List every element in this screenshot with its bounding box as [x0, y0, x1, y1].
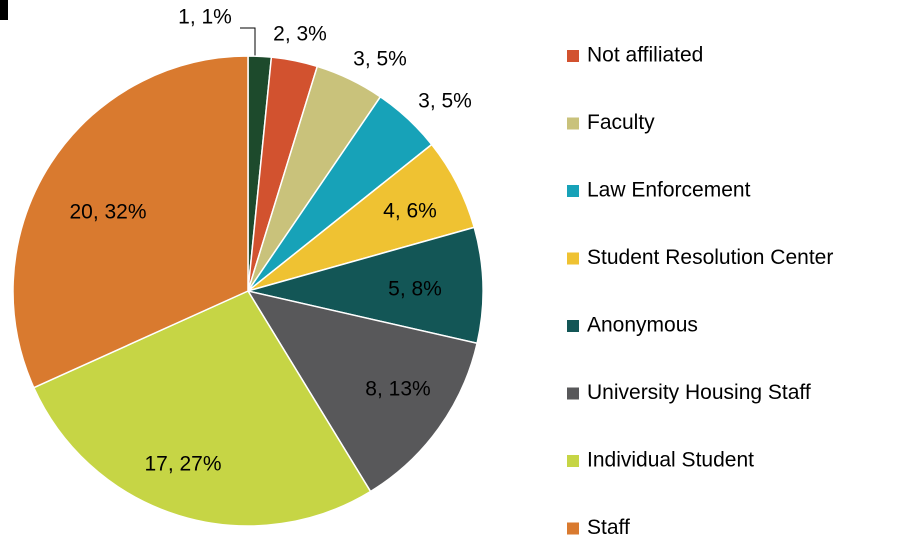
- legend-label: Faculty: [587, 111, 655, 134]
- legend-label: Law Enforcement: [587, 179, 751, 202]
- legend-label: Staff: [587, 516, 630, 539]
- legend-swatch: [567, 455, 579, 467]
- legend-swatch: [567, 252, 579, 265]
- data-label: 8, 13%: [365, 378, 430, 401]
- legend-label: Individual Student: [587, 449, 754, 472]
- pie-slice: [247, 226, 484, 345]
- cropped-mark: [0, 0, 8, 20]
- data-label: 3, 5%: [353, 48, 407, 71]
- legend-swatch: [567, 522, 579, 535]
- legend-swatch: [567, 117, 579, 130]
- legend-swatch: [567, 387, 579, 400]
- legend-label: Not affiliated: [587, 44, 703, 67]
- legend-swatch: [567, 320, 579, 332]
- legend-swatch: [567, 50, 579, 62]
- data-label: 2, 3%: [273, 23, 327, 46]
- data-label: 17, 27%: [144, 453, 221, 476]
- data-label: 5, 8%: [388, 278, 442, 301]
- data-label: 4, 6%: [383, 200, 437, 223]
- data-label: 3, 5%: [418, 90, 472, 113]
- legend-label: Anonymous: [587, 314, 698, 337]
- legend-swatch: [567, 185, 579, 197]
- data-label: 20, 32%: [69, 201, 146, 224]
- pie-slice: [246, 289, 479, 493]
- legend-label: Student Resolution Center: [587, 246, 833, 269]
- data-label: 1, 1%: [178, 6, 232, 29]
- leader-line: [240, 27, 256, 56]
- pie-slice: [12, 55, 249, 389]
- legend-label: University Housing Staff: [587, 381, 811, 404]
